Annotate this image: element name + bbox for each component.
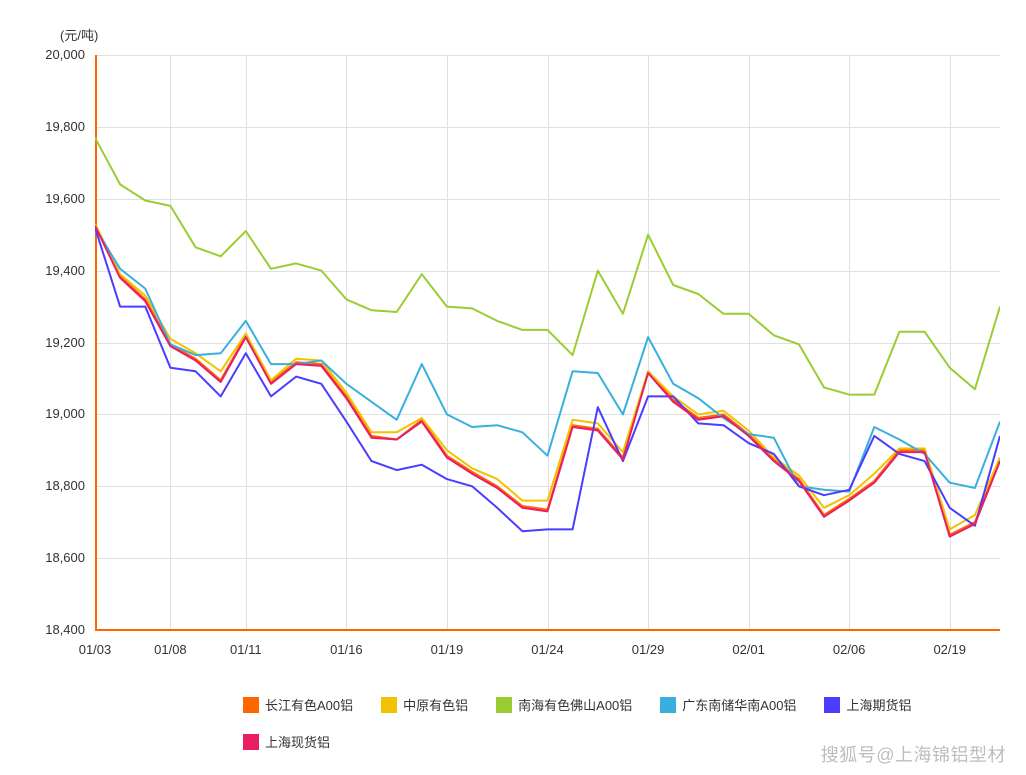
y-tick-label: 19,600 <box>5 191 85 206</box>
series-line <box>95 226 1000 537</box>
series-line <box>95 224 1000 530</box>
y-tick-label: 18,400 <box>5 622 85 637</box>
x-tick-label: 01/24 <box>531 642 564 657</box>
legend-item[interactable]: 南海有色佛山A00铝 <box>496 695 632 714</box>
x-tick-label: 01/11 <box>230 642 262 657</box>
y-tick-label: 18,600 <box>5 550 85 565</box>
legend-swatch <box>660 697 676 713</box>
y-axis-unit: (元/吨) <box>60 25 98 44</box>
x-tick-label: 01/03 <box>79 642 112 657</box>
legend-label: 长江有色A00铝 <box>265 695 353 714</box>
x-tick-label: 01/19 <box>431 642 464 657</box>
plot-area <box>95 55 1000 630</box>
legend-swatch <box>496 697 512 713</box>
x-tick-label: 02/06 <box>833 642 866 657</box>
watermark: 搜狐号@上海锦铝型材 <box>821 741 1006 767</box>
legend-item[interactable]: 上海现货铝 <box>243 732 330 751</box>
line-layer <box>95 55 1000 630</box>
legend-item[interactable]: 广东南储华南A00铝 <box>660 695 796 714</box>
y-tick-label: 19,800 <box>5 119 85 134</box>
legend-label: 广东南储华南A00铝 <box>682 695 796 714</box>
series-line <box>95 228 1000 532</box>
x-tick-label: 01/08 <box>154 642 187 657</box>
price-line-chart: (元/吨) 长江有色A00铝中原有色铝南海有色佛山A00铝广东南储华南A00铝上… <box>0 0 1026 775</box>
legend-item[interactable]: 中原有色铝 <box>381 695 468 714</box>
y-tick-label: 20,000 <box>5 47 85 62</box>
x-tick-label: 02/19 <box>933 642 966 657</box>
x-tick-label: 01/29 <box>632 642 665 657</box>
y-tick-label: 18,800 <box>5 478 85 493</box>
y-tick-label: 19,200 <box>5 335 85 350</box>
x-tick-label: 02/01 <box>732 642 765 657</box>
legend-label: 中原有色铝 <box>403 695 468 714</box>
legend-swatch <box>381 697 397 713</box>
y-tick-label: 19,000 <box>5 406 85 421</box>
legend-label: 上海期货铝 <box>846 695 911 714</box>
series-line <box>95 228 1000 492</box>
legend-item[interactable]: 长江有色A00铝 <box>243 695 353 714</box>
legend-swatch <box>243 697 259 713</box>
legend-label: 上海现货铝 <box>265 732 330 751</box>
legend-item[interactable]: 上海期货铝 <box>824 695 911 714</box>
x-tick-label: 01/16 <box>330 642 363 657</box>
legend-label: 南海有色佛山A00铝 <box>518 695 632 714</box>
legend-swatch <box>824 697 840 713</box>
y-tick-label: 19,400 <box>5 263 85 278</box>
legend-swatch <box>243 734 259 750</box>
